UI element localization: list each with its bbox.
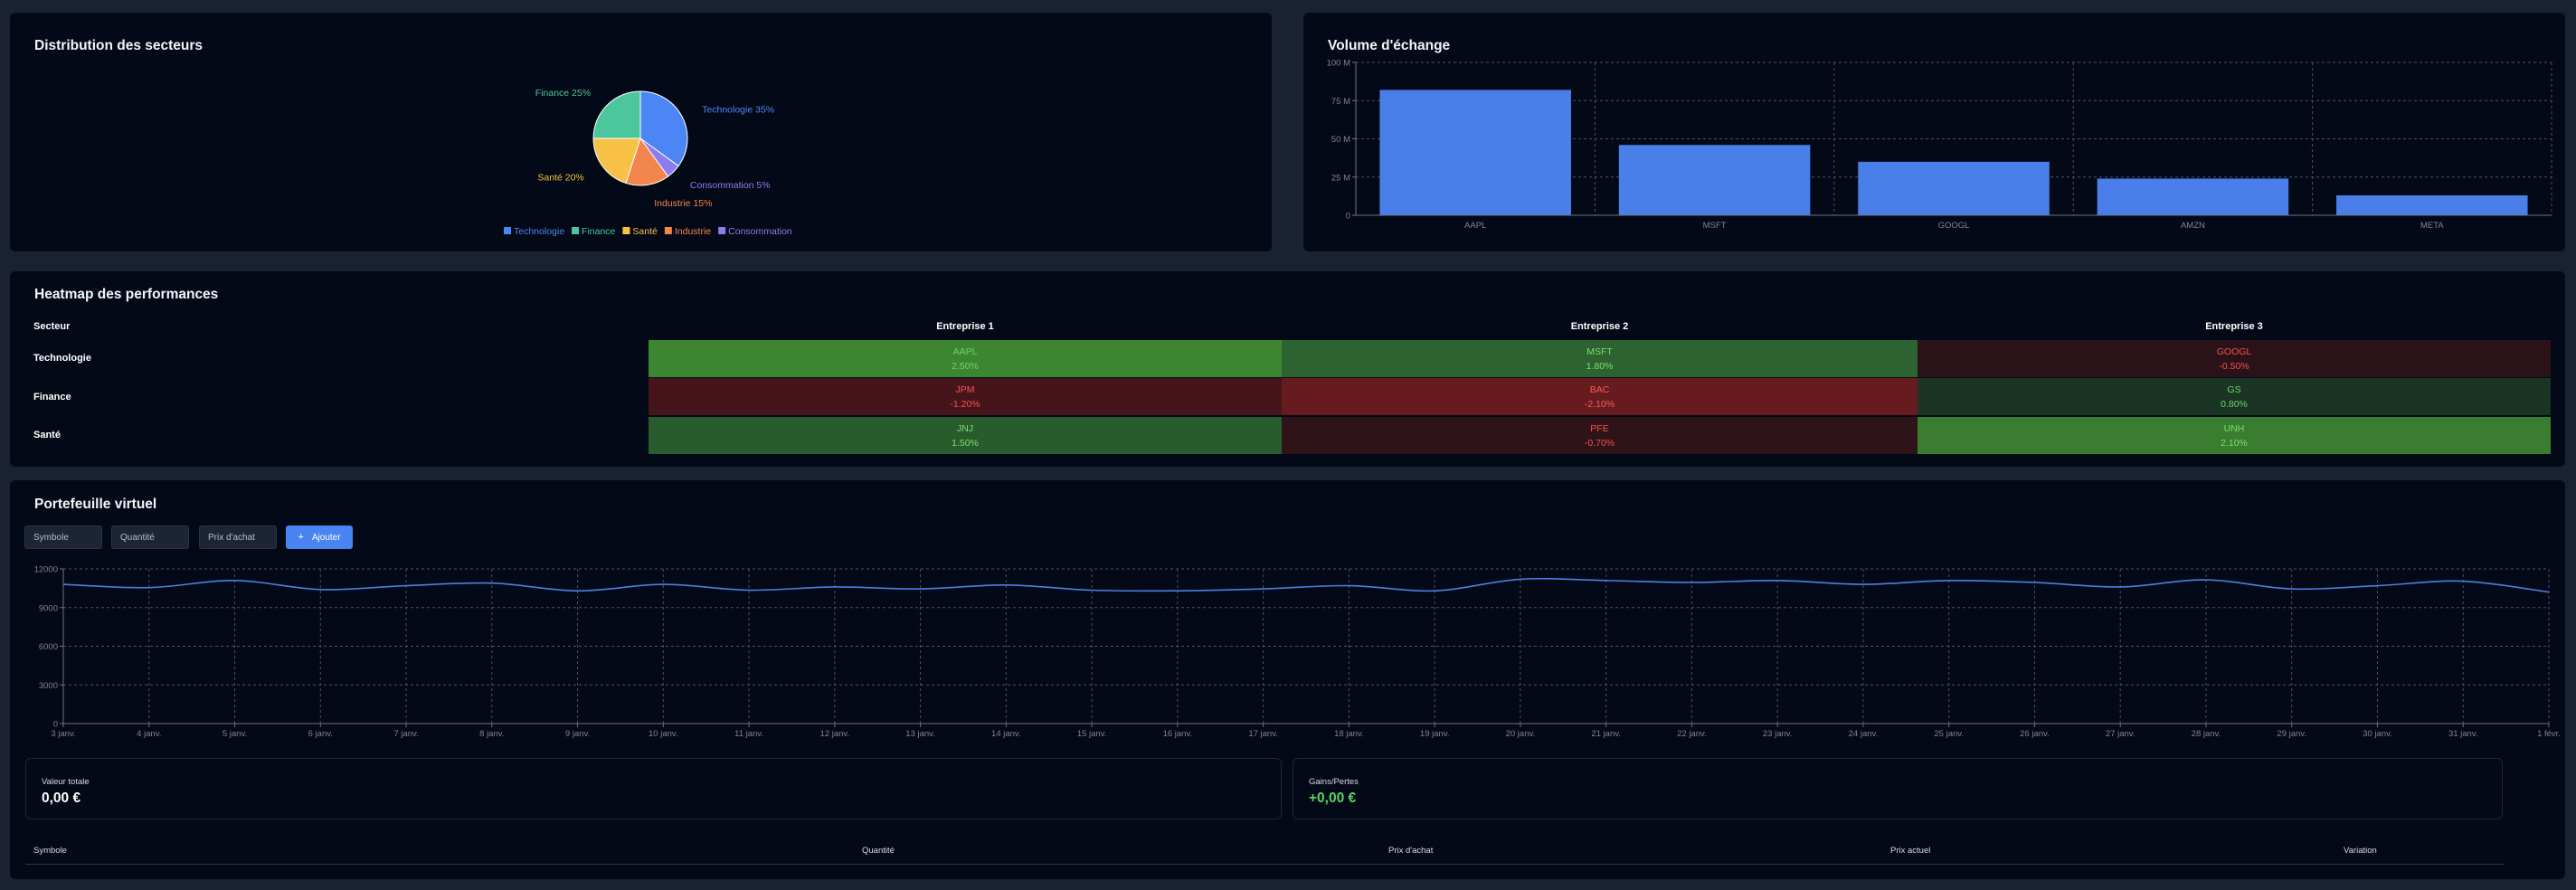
table-header-divider bbox=[25, 864, 2504, 865]
volume-bar[interactable] bbox=[2336, 195, 2528, 215]
table-header-variation: Variation bbox=[2344, 846, 2377, 856]
heatmap-cell-change: -0.70% bbox=[1584, 438, 1615, 449]
heatmap-cell-symbol: BAC bbox=[1589, 384, 1610, 395]
symbol-input[interactable] bbox=[24, 525, 102, 549]
legend-swatch bbox=[572, 227, 580, 234]
legend-swatch bbox=[622, 227, 630, 234]
y-tick-label: 75 M bbox=[1331, 97, 1350, 107]
pie-slice-label: Santé 20% bbox=[537, 172, 583, 183]
volume-bar[interactable] bbox=[1858, 161, 2050, 215]
heatmap-cell[interactable]: GS 0.80% bbox=[1918, 378, 2551, 415]
table-header-symbol: Symbole bbox=[33, 846, 67, 856]
pie-slice[interactable] bbox=[592, 90, 641, 139]
x-tick-label: AMZN bbox=[2181, 221, 2205, 231]
y-tick-label: 25 M bbox=[1331, 173, 1350, 183]
heatmap-cell[interactable]: UNH 2.10% bbox=[1918, 417, 2551, 454]
y-tick-label: 0 bbox=[1346, 212, 1350, 222]
pie-slice-label: Consommation 5% bbox=[690, 180, 771, 191]
heatmap-cell-symbol: MSFT bbox=[1586, 346, 1613, 357]
heatmap-cell-symbol: GS bbox=[2227, 384, 2241, 395]
volume-bar-chart: 0 25 M 50 M 75 M 100 M AAPL MSFT GOOGL AMZN META bbox=[1327, 59, 2552, 231]
pie-slice[interactable] bbox=[639, 90, 688, 167]
heatmap-row-label: Technologie bbox=[33, 353, 91, 364]
legend-label[interactable]: Consommation bbox=[728, 226, 792, 237]
heatmap-cell-change: 1.50% bbox=[952, 438, 979, 449]
heatmap-cell-symbol: JPM bbox=[955, 384, 975, 395]
add-button[interactable]: + Ajouter bbox=[286, 525, 353, 549]
purchase-price-input[interactable] bbox=[199, 525, 277, 549]
heatmap-cell[interactable]: GOOGL -0.50% bbox=[1918, 340, 2551, 377]
heatmap-cell-change: -2.10% bbox=[1584, 399, 1615, 410]
heatmap-cell-change: -1.20% bbox=[950, 399, 980, 410]
heatmap-cell[interactable]: JPM -1.20% bbox=[649, 378, 1282, 415]
pie-slice[interactable] bbox=[625, 137, 669, 186]
x-tick-label: AAPL bbox=[1464, 221, 1486, 231]
table-header-quantity: Quantité bbox=[862, 846, 895, 856]
sector-pie-chart: Technologie 35% Consommation 5% Industrie … bbox=[504, 88, 792, 237]
heatmap-cell[interactable]: BAC -2.10% bbox=[1282, 378, 1918, 415]
heatmap-cell-change: 0.80% bbox=[2221, 399, 2248, 410]
legend-label[interactable]: Finance bbox=[582, 226, 616, 237]
heatmap-title: Heatmap des performances bbox=[34, 287, 219, 302]
heatmap-cell-change: 2.50% bbox=[952, 361, 979, 372]
legend-swatch bbox=[718, 227, 726, 234]
legend-swatch bbox=[664, 227, 672, 234]
heatmap-cell[interactable]: AAPL 2.50% bbox=[649, 340, 1282, 377]
x-tick-label: META bbox=[2420, 221, 2444, 231]
quantity-input[interactable] bbox=[111, 525, 189, 549]
heatmap-cell-change: -0.50% bbox=[2219, 361, 2249, 372]
volume-bar[interactable] bbox=[1618, 145, 1811, 215]
heatmap-cell-symbol: UNH bbox=[2223, 423, 2245, 434]
x-tick-label: MSFT bbox=[1703, 221, 1727, 231]
y-tick-label: 100 M bbox=[1327, 59, 1350, 69]
pie-slice[interactable] bbox=[592, 137, 641, 185]
heatmap-cell-symbol: AAPL bbox=[952, 346, 978, 357]
gains-losses-label: Gains/Pertes bbox=[1309, 777, 1359, 787]
y-tick-label: 50 M bbox=[1331, 135, 1350, 145]
heatmap-cell-change: 2.10% bbox=[2221, 438, 2248, 449]
legend-label[interactable]: Santé bbox=[632, 226, 658, 237]
heatmap-cell[interactable]: PFE -0.70% bbox=[1282, 417, 1918, 454]
heatmap-cell[interactable]: JNJ 1.50% bbox=[649, 417, 1282, 454]
plus-icon: + bbox=[298, 532, 304, 543]
pie-slice-label: Finance 25% bbox=[535, 88, 591, 99]
heatmap-cell-symbol: JNJ bbox=[956, 423, 974, 434]
heatmap-header-company-1: Entreprise 1 bbox=[936, 321, 994, 332]
volume-bar[interactable] bbox=[2097, 178, 2289, 215]
table-header-purchase-price: Prix d'achat bbox=[1388, 846, 1434, 856]
x-tick-label: GOOGL bbox=[1938, 221, 1970, 231]
gains-losses-card: Gains/Pertes +0,00 € bbox=[1293, 758, 2503, 819]
add-button-label: Ajouter bbox=[311, 533, 341, 543]
total-value-card: Valeur totale 0,00 € bbox=[25, 758, 1282, 819]
sector-distribution-title: Distribution des secteurs bbox=[34, 38, 204, 53]
heatmap-row-label: Finance bbox=[33, 392, 71, 402]
heatmap-cell-symbol: PFE bbox=[1590, 423, 1609, 434]
portfolio-title: Portefeuille virtuel bbox=[34, 497, 157, 512]
legend-label[interactable]: Industrie bbox=[675, 226, 711, 237]
trading-volume-title: Volume d'échange bbox=[1328, 38, 1451, 53]
pie-slice-label: Technologie 35% bbox=[702, 104, 774, 115]
total-value-label: Valeur totale bbox=[42, 777, 90, 787]
pie-slice-label: Industrie 15% bbox=[654, 198, 712, 209]
heatmap-cell-change: 1.80% bbox=[1586, 361, 1614, 372]
table-header-current-price: Prix actuel bbox=[1890, 846, 1931, 856]
trading-volume-panel: Volume d'échange 0 25 M 50 M 75 M 100 M AAPL M… bbox=[1303, 13, 2565, 251]
volume-bar[interactable] bbox=[1379, 90, 1571, 215]
heatmap-cell[interactable]: MSFT 1.80% bbox=[1282, 340, 1918, 377]
heatmap-cell-symbol: GOOGL bbox=[2216, 346, 2252, 357]
heatmap-header-company-3: Entreprise 3 bbox=[2205, 321, 2263, 332]
total-value-amount: 0,00 € bbox=[42, 791, 81, 806]
legend-label[interactable]: Technologie bbox=[514, 226, 564, 237]
heatmap-header-company-2: Entreprise 2 bbox=[1570, 321, 1629, 332]
gains-losses-amount: +0,00 € bbox=[1309, 791, 1357, 806]
sector-distribution-panel: Distribution des secteurs Technologie 35… bbox=[10, 13, 1272, 251]
heatmap-row-label: Santé bbox=[33, 430, 61, 440]
legend-swatch bbox=[504, 227, 511, 234]
heatmap-header-sector: Secteur bbox=[33, 321, 71, 332]
